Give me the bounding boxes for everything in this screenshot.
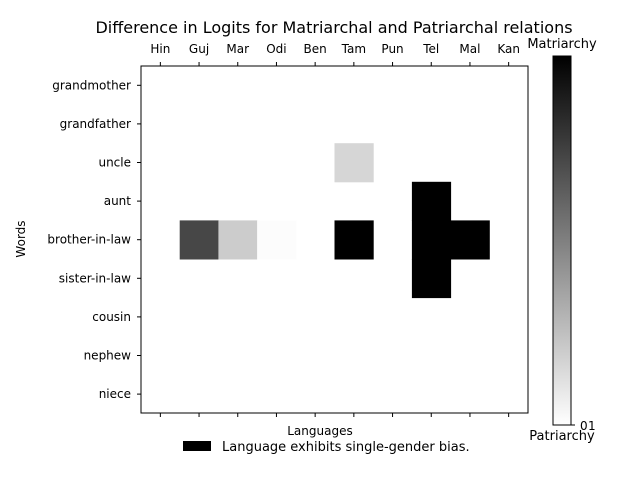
heatmap-cell-brother-in-law-Odi [257,220,297,260]
colorbar-tick-label-0: 0 [580,419,588,433]
y-tick-label-brother-in-law: brother-in-law [47,233,131,247]
heatmap-cell-brother-in-law-Guj [179,220,219,260]
heatmap-cells [179,143,490,299]
heatmap-cell-uncle-Tam [334,143,374,183]
x-axis-bottom-ticks [159,413,510,417]
heatmap-cell-brother-in-law-Tel [411,220,452,260]
legend-swatch [183,441,211,451]
x-tick-label-Pun: Pun [381,42,403,56]
colorbar-tick-label-1: 1 [588,419,596,433]
colorbar [552,55,572,426]
x-tick-label-Odi: Odi [266,42,286,56]
chart-title: Difference in Logits for Matriarchal and… [95,18,572,37]
y-tick-label-aunt: aunt [104,194,132,208]
y-tick-label-grandfather: grandfather [60,117,131,131]
heatmap-cell-aunt-Tel [411,181,452,221]
y-tick-label-grandmother: grandmother [52,78,131,92]
heatmap-cell-brother-in-law-Mal [450,220,490,260]
x-axis-top-ticks: Hin Guj Mar Odi Ben Tam Pun Tel Mal Kan [150,42,520,66]
y-tick-label-cousin: cousin [92,310,131,324]
x-tick-label-Kan: Kan [497,42,520,56]
heatmap-cell-brother-in-law-Mar [218,220,258,260]
colorbar-bottom-label: Patriarchy [529,429,595,444]
x-tick-label-Mar: Mar [226,42,249,56]
x-tick-label-Ben: Ben [304,42,327,56]
x-tick-label-Mal: Mal [459,42,480,56]
x-tick-label-Guj: Guj [189,42,209,56]
y-tick-label-sister-in-law: sister-in-law [59,271,131,285]
y-tick-label-niece: niece [99,387,131,401]
heatmap-cell-sister-in-law-Tel [411,259,452,299]
y-axis-label: Words [14,220,28,257]
x-axis-label: Languages [287,424,352,438]
x-tick-label-Hin: Hin [150,42,170,56]
x-tick-label-Tam: Tam [341,42,366,56]
y-axis-ticks: grandmother grandfather uncle aunt brother-i… [47,78,141,401]
y-tick-label-uncle: uncle [98,156,131,170]
heatmap-cell-brother-in-law-Tam [334,220,374,260]
colorbar-top-label: Matriarchy [527,37,597,52]
y-tick-label-nephew: nephew [84,349,132,363]
x-tick-label-Tel: Tel [422,42,439,56]
plot-frame [140,65,529,414]
legend-label: Language exhibits single-gender bias. [222,440,470,455]
